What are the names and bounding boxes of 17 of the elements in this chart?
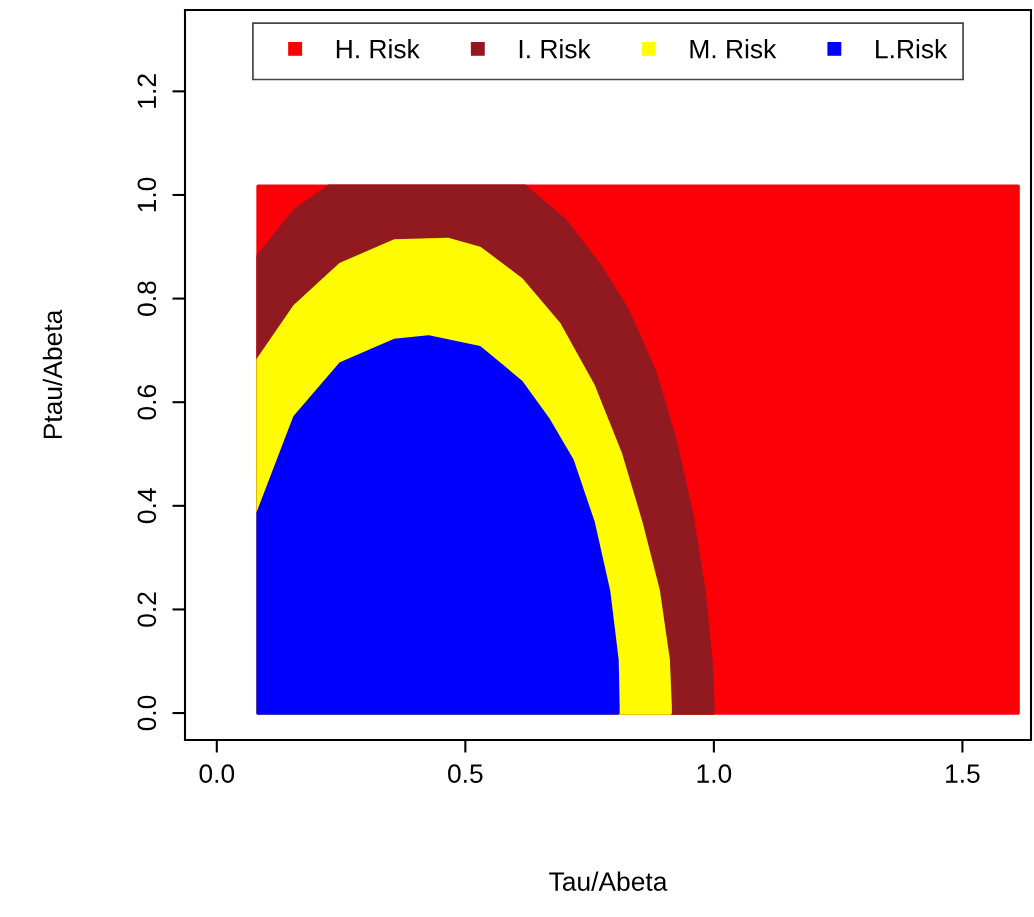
y-tick-label: 1.0 (137, 177, 157, 212)
x-axis-title: Tau/Abeta (549, 871, 668, 891)
x-tick-label: 0.0 (199, 764, 235, 783)
legend-label: H. Risk (336, 39, 420, 59)
x-tick-label: 1.5 (946, 764, 980, 783)
legend-label: M. Risk (690, 39, 777, 59)
y-tick-label: 0.4 (137, 488, 157, 524)
legend-label: I. Risk (519, 39, 591, 59)
y-tick-label: 0.6 (137, 385, 157, 420)
y-tick-label: 0.0 (137, 695, 157, 731)
y-axis-title: Ptau/Abeta (42, 309, 63, 439)
y-tick-label: 1.2 (137, 74, 156, 108)
legend-label: L.Risk (876, 39, 948, 59)
y-tick-label: 0.8 (137, 281, 157, 316)
y-tick-label: 0.2 (137, 592, 157, 627)
x-tick-label: 0.5 (448, 764, 483, 783)
x-tick-label: 1.0 (697, 764, 732, 783)
